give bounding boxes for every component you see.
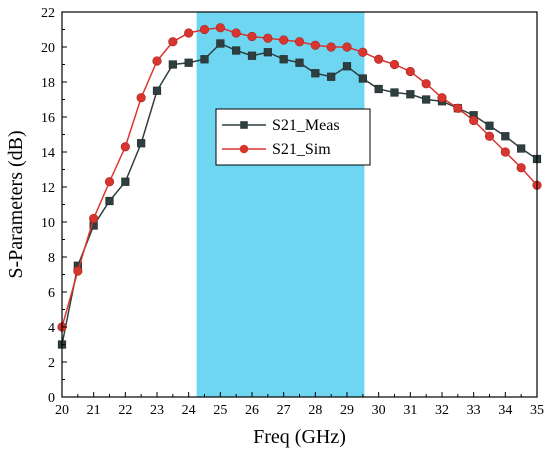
y-tick-label-2: 2 — [48, 356, 55, 371]
point-s21-sim-19 — [358, 47, 368, 57]
point-s21-sim-8 — [184, 28, 194, 38]
point-s21-sim-29 — [516, 163, 526, 173]
x-tick-label-29: 29 — [340, 403, 354, 418]
point-s21-meas-5 — [137, 139, 146, 148]
x-tick-label-35: 35 — [530, 403, 544, 418]
y-tick-label-10: 10 — [41, 216, 55, 231]
y-tick-label-0: 0 — [48, 391, 55, 406]
y-tick-label-18: 18 — [41, 76, 55, 91]
point-s21-meas-16 — [311, 69, 320, 78]
x-tick-label-21: 21 — [87, 403, 101, 418]
series-s21-sim — [57, 23, 542, 332]
point-s21-sim-3 — [104, 177, 115, 187]
highlight-band-layer — [196, 12, 365, 397]
point-s21-sim-14 — [279, 35, 289, 45]
point-s21-sim-13 — [263, 33, 273, 43]
point-s21-meas-22 — [406, 90, 415, 99]
y-tick-label-8: 8 — [48, 251, 55, 266]
point-s21-meas-29 — [517, 144, 526, 153]
point-s21-sim-20 — [374, 54, 384, 64]
point-s21-sim-6 — [152, 56, 162, 66]
x-tick-label-22: 22 — [118, 403, 132, 418]
y-axis-title: S-Parameters (dB) — [5, 130, 27, 278]
point-s21-meas-4 — [121, 177, 130, 186]
x-axis-title: Freq (GHz) — [253, 426, 346, 448]
y-tick-label-4: 4 — [48, 321, 55, 336]
point-s21-meas-10 — [216, 39, 225, 48]
point-s21-sim-7 — [168, 37, 178, 47]
point-s21-sim-4 — [120, 142, 130, 152]
point-s21-sim-1 — [73, 266, 83, 276]
point-s21-sim-26 — [469, 115, 479, 126]
y-tick-label-14: 14 — [41, 146, 55, 161]
point-s21-sim-27 — [484, 131, 495, 141]
point-s21-meas-28 — [501, 132, 510, 141]
x-tick-label-30: 30 — [372, 403, 386, 418]
point-s21-meas-19 — [358, 74, 367, 83]
point-s21-sim-16 — [310, 40, 320, 50]
point-s21-sim-17 — [326, 42, 336, 52]
axes-layer: 20 21 22 23 24 25 26 27 28 29 30 31 32 33 34 3502468101… — [41, 6, 544, 418]
point-s21-meas-13 — [263, 48, 272, 57]
point-s21-sim-28 — [500, 147, 510, 157]
x-tick-label-32: 32 — [435, 403, 449, 418]
y-tick-label-16: 16 — [41, 111, 55, 126]
point-s21-meas-18 — [342, 62, 352, 71]
legend-marker-s21-meas — [240, 121, 248, 129]
point-s21-meas-9 — [200, 55, 209, 64]
y-tick-label-20: 20 — [41, 41, 55, 56]
point-s21-sim-23 — [421, 79, 431, 89]
point-s21-sim-21 — [389, 59, 400, 70]
point-s21-meas-6 — [152, 86, 162, 95]
point-s21-meas-23 — [422, 95, 431, 104]
point-s21-meas-14 — [279, 55, 288, 64]
x-tick-label-24: 24 — [182, 403, 196, 418]
point-s21-meas-21 — [390, 88, 399, 97]
x-tick-label-20: 20 — [55, 403, 69, 418]
point-s21-sim-2 — [89, 213, 99, 224]
x-tick-label-33: 33 — [467, 403, 481, 418]
point-s21-meas-8 — [184, 58, 193, 67]
point-s21-sim-18 — [342, 42, 352, 52]
point-s21-sim-11 — [231, 28, 241, 38]
y-tick-label-6: 6 — [48, 286, 55, 301]
x-tick-label-26: 26 — [245, 403, 259, 418]
x-tick-label-31: 31 — [403, 403, 417, 418]
point-s21-sim-5 — [136, 93, 146, 103]
x-tick-label-28: 28 — [308, 403, 322, 418]
legend-label-s21-sim: S21_Sim — [272, 141, 331, 158]
legend-label-s21-meas: S21_Meas — [272, 117, 340, 134]
point-s21-meas-20 — [374, 84, 383, 94]
x-tick-label-23: 23 — [150, 403, 164, 418]
legend-marker-s21-sim — [239, 144, 249, 154]
point-s21-meas-17 — [327, 72, 336, 81]
x-tick-label-25: 25 — [213, 403, 227, 418]
point-s21-sim-10 — [215, 23, 225, 33]
point-s21-meas-7 — [168, 60, 177, 69]
point-s21-sim-9 — [199, 24, 210, 35]
point-s21-sim-12 — [247, 31, 257, 42]
y-tick-label-22: 22 — [41, 6, 55, 21]
x-tick-label-34: 34 — [498, 403, 512, 418]
y-tick-label-12: 12 — [41, 181, 55, 196]
point-s21-meas-15 — [295, 58, 304, 67]
highlight-band — [196, 12, 365, 397]
point-s21-meas-3 — [105, 196, 114, 206]
point-s21-meas-27 — [485, 121, 494, 130]
point-s21-meas-12 — [247, 51, 257, 60]
point-s21-sim-25 — [453, 103, 463, 113]
point-s21-sim-22 — [405, 66, 415, 77]
x-tick-label-27: 27 — [277, 403, 291, 418]
legend: S21_Meas S21_Sim — [215, 108, 371, 166]
point-s21-sim-24 — [437, 93, 447, 103]
legend-box — [215, 108, 371, 166]
point-s21-sim-15 — [294, 37, 305, 47]
series-layer — [57, 23, 542, 349]
point-s21-meas-11 — [232, 46, 241, 55]
